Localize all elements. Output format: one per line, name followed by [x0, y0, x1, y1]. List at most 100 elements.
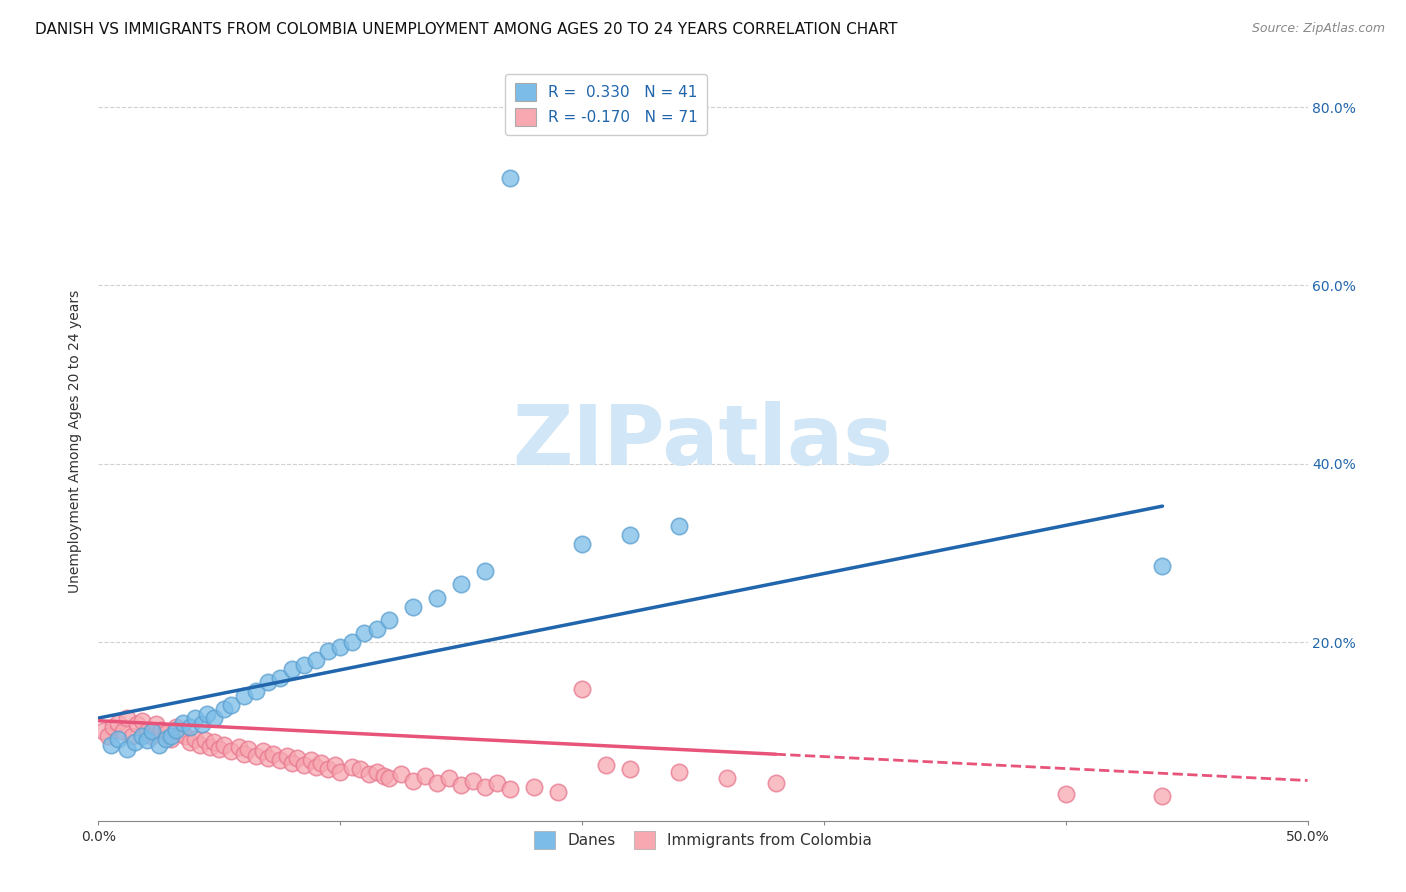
Point [165, 723, 187, 737]
Point [668, 764, 690, 779]
Point [619, 528, 641, 542]
Point [117, 711, 139, 725]
Point [179, 720, 201, 734]
Point [353, 626, 375, 640]
Point [107, 731, 129, 746]
Point [523, 780, 546, 794]
Point [127, 717, 149, 731]
Point [269, 753, 291, 767]
Point [413, 769, 436, 783]
Point [252, 744, 274, 758]
Point [450, 778, 472, 792]
Point [349, 762, 371, 776]
Point [619, 762, 641, 776]
Point [474, 564, 496, 578]
Point [101, 720, 124, 734]
Point [281, 662, 304, 676]
Point [97, 729, 120, 743]
Point [765, 776, 787, 790]
Point [498, 782, 520, 797]
Point [221, 698, 243, 712]
Point [91, 724, 114, 739]
Point [402, 599, 425, 614]
Point [305, 653, 328, 667]
Point [169, 726, 191, 740]
Point [145, 717, 167, 731]
Point [172, 715, 194, 730]
Point [366, 622, 388, 636]
Point [232, 689, 254, 703]
Point [426, 591, 449, 605]
Point [232, 747, 254, 761]
Point [160, 729, 183, 743]
Point [571, 681, 593, 696]
Point [111, 724, 134, 739]
Point [329, 764, 352, 779]
Y-axis label: Unemployment Among Ages 20 to 24 years: Unemployment Among Ages 20 to 24 years [69, 290, 83, 593]
Point [342, 635, 364, 649]
Point [1152, 789, 1174, 803]
Point [292, 657, 315, 672]
Point [107, 715, 129, 730]
Point [184, 711, 207, 725]
Point [285, 751, 308, 765]
Point [1152, 559, 1174, 574]
Point [131, 714, 153, 728]
Point [377, 771, 399, 785]
Point [1054, 787, 1077, 801]
Point [245, 749, 267, 764]
Point [174, 729, 197, 743]
Legend: Danes, Immigrants from Colombia: Danes, Immigrants from Colombia [527, 825, 879, 855]
Point [547, 785, 569, 799]
Point [668, 519, 690, 533]
Point [463, 773, 485, 788]
Point [316, 644, 339, 658]
Point [135, 733, 157, 747]
Point [571, 537, 593, 551]
Point [299, 753, 322, 767]
Point [150, 723, 173, 737]
Point [450, 577, 472, 591]
Point [389, 767, 412, 781]
Point [121, 729, 143, 743]
Point [184, 731, 207, 746]
Point [281, 756, 304, 770]
Point [402, 773, 425, 788]
Point [188, 738, 211, 752]
Point [131, 729, 153, 743]
Point [238, 742, 260, 756]
Point [212, 738, 235, 752]
Point [595, 758, 617, 772]
Point [426, 776, 449, 790]
Point [148, 738, 170, 752]
Point [262, 747, 284, 761]
Point [141, 729, 163, 743]
Point [100, 738, 122, 752]
Point [212, 702, 235, 716]
Point [195, 706, 218, 721]
Point [155, 731, 177, 746]
Point [269, 671, 291, 685]
Text: DANISH VS IMMIGRANTS FROM COLOMBIA UNEMPLOYMENT AMONG AGES 20 TO 24 YEARS CORREL: DANISH VS IMMIGRANTS FROM COLOMBIA UNEMP… [35, 22, 897, 37]
Point [160, 731, 183, 746]
Text: ZIPatlas: ZIPatlas [513, 401, 893, 482]
Point [117, 742, 139, 756]
Point [256, 751, 278, 765]
Point [165, 720, 187, 734]
Point [366, 764, 388, 779]
Point [305, 760, 328, 774]
Text: Source: ZipAtlas.com: Source: ZipAtlas.com [1251, 22, 1385, 36]
Point [377, 613, 399, 627]
Point [155, 726, 177, 740]
Point [191, 717, 214, 731]
Point [204, 735, 226, 749]
Point [208, 742, 231, 756]
Point [474, 780, 496, 794]
Point [228, 740, 250, 755]
Point [309, 756, 332, 770]
Point [359, 767, 381, 781]
Point [221, 744, 243, 758]
Point [204, 711, 226, 725]
Point [245, 684, 267, 698]
Point [141, 724, 163, 739]
